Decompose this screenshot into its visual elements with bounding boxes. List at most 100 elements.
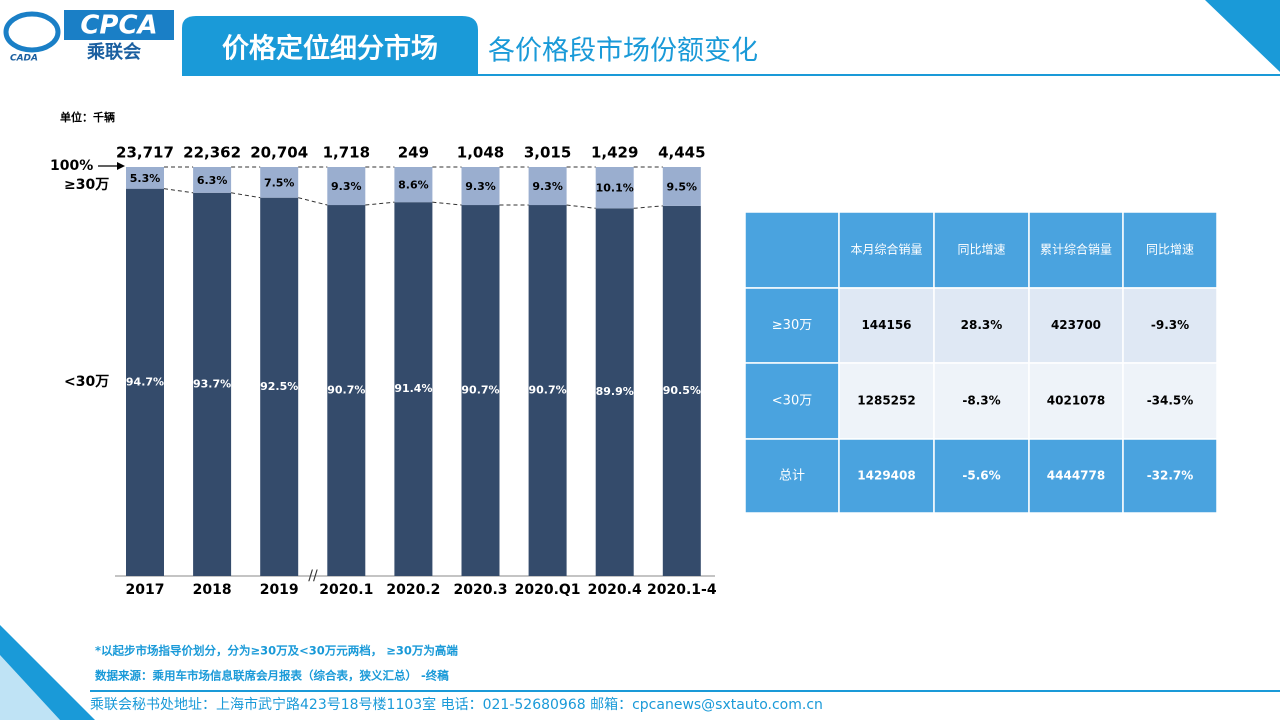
bar-segment: [327, 167, 366, 206]
total-label: 20,704: [250, 144, 308, 162]
bar-segment: [126, 167, 164, 189]
bar-segment: [394, 202, 433, 576]
x-tick-label: 2020.1-4: [647, 582, 717, 598]
logo-small: CADA: [10, 54, 38, 64]
x-tick-label: 2017: [126, 582, 165, 598]
arrow-head: [117, 162, 125, 170]
connector: [298, 197, 328, 206]
corner: [0, 655, 60, 720]
table-cell: [1122, 287, 1218, 364]
table-text: 423700: [1051, 318, 1101, 332]
axis-break: //: [308, 568, 318, 584]
top-label: 100%: [50, 158, 93, 174]
x-tick-label: 2020.1: [319, 582, 373, 598]
table-cell: [1122, 211, 1218, 289]
table-text: 28.3%: [961, 318, 1003, 332]
table-text: 同比增速: [1146, 243, 1194, 257]
title-tab: [182, 16, 478, 74]
x-tick-label: 2020.3: [453, 582, 507, 598]
corner: [1205, 0, 1280, 72]
connector: [633, 205, 663, 209]
bar-segment: [662, 205, 701, 577]
table: 本月综合销量 同比增速 累计综合销量 同比增速 ≥30万 144156 28.3% 42370…: [744, 211, 1218, 514]
table-cell: [1122, 362, 1218, 440]
unit: 单位：千辆: [60, 110, 115, 124]
logo-icon: [3, 11, 61, 53]
bar-segment: [193, 167, 232, 193]
connector: [231, 192, 261, 199]
note: *以起步市场指导价划分，分为≥30万及<30万元两档， ≥30万为高端: [95, 644, 458, 658]
table-cell: [1028, 362, 1124, 440]
table-cell: [933, 287, 1030, 364]
table-text: 总计: [779, 469, 805, 484]
x-tick-label: 2020.2: [386, 582, 440, 598]
total-label: 22,362: [183, 144, 241, 162]
table-cell: [933, 362, 1030, 440]
table-text: ≥30万: [772, 318, 812, 333]
total-label: 3,015: [524, 144, 571, 162]
value-label: 94.7%: [126, 375, 164, 388]
footer: 乘联会秘书处地址：上海市武宁路423号18号楼1103室 电话：021-5268…: [90, 696, 823, 713]
bar-segment: [528, 205, 567, 577]
value-label: 91.4%: [394, 382, 432, 395]
tab-text: 价格定位细分市场: [222, 33, 438, 65]
value-label: 90.7%: [327, 384, 365, 397]
value-label: 10.1%: [596, 182, 634, 195]
table-cell: [1028, 211, 1124, 289]
bar-segment: [394, 167, 433, 203]
bar-segment: [528, 167, 567, 206]
table-cell: [838, 438, 935, 514]
bar-segment: [193, 192, 232, 576]
bar-segment: [327, 205, 366, 577]
table-cell: [744, 362, 840, 440]
total-label: 249: [398, 144, 429, 162]
value-label: 90.7%: [461, 384, 499, 397]
x-tick-label: 2019: [260, 582, 299, 598]
bar-segment: [461, 205, 500, 577]
table-text: -9.3%: [1151, 318, 1189, 332]
connector: [163, 188, 194, 194]
value-label: 90.5%: [663, 384, 701, 397]
value-label: 9.5%: [667, 180, 698, 193]
value-label: 89.9%: [596, 385, 634, 398]
table-cell: [744, 211, 840, 289]
value-label: 90.7%: [529, 384, 567, 397]
table-text: 同比增速: [957, 243, 1005, 257]
logo-sub: 乘联会: [86, 41, 141, 63]
bar-segment: [260, 197, 299, 577]
table-text: 本月综合销量: [850, 242, 922, 257]
total-label: 23,717: [116, 144, 174, 162]
x-tick-label: 2020.4: [588, 582, 642, 598]
series-label: ≥30万: [64, 177, 109, 193]
table-cell: [933, 438, 1030, 514]
bar-segment: [461, 167, 500, 206]
total-label: 1,429: [591, 144, 638, 162]
table-cell: [744, 287, 840, 364]
x-tick-label: 2020.Q1: [515, 582, 581, 598]
x-tick-label: 2018: [193, 582, 232, 598]
note: 数据来源：乘用车市场信息联席会月报表（综合表，狭义汇总） -终稿: [95, 669, 449, 683]
total-label: 1,718: [323, 144, 370, 162]
table-text: 4444778: [1047, 469, 1105, 483]
table-cell: [838, 287, 935, 364]
value-label: 93.7%: [193, 377, 231, 390]
value-label: 9.3%: [331, 180, 362, 193]
connector: [365, 201, 395, 206]
bar-segment: [126, 188, 164, 576]
table-text: -32.7%: [1147, 469, 1194, 483]
connector: [432, 201, 462, 206]
series-label: <30万: [64, 374, 109, 390]
table-text: -8.3%: [962, 394, 1000, 408]
table-cell: [838, 362, 935, 440]
value-label: 9.3%: [465, 180, 496, 193]
table-text: 1285252: [857, 394, 915, 408]
bar-segment: [662, 167, 701, 206]
table-text: 4021078: [1047, 394, 1105, 408]
bar-segment: [260, 167, 299, 198]
logo-box: [64, 10, 174, 40]
table-text: -5.6%: [962, 469, 1000, 483]
logo-text: CPCA: [80, 11, 157, 41]
bar-segment: [595, 167, 634, 209]
table-text: <30万: [772, 394, 812, 409]
table-text: -34.5%: [1147, 394, 1194, 408]
